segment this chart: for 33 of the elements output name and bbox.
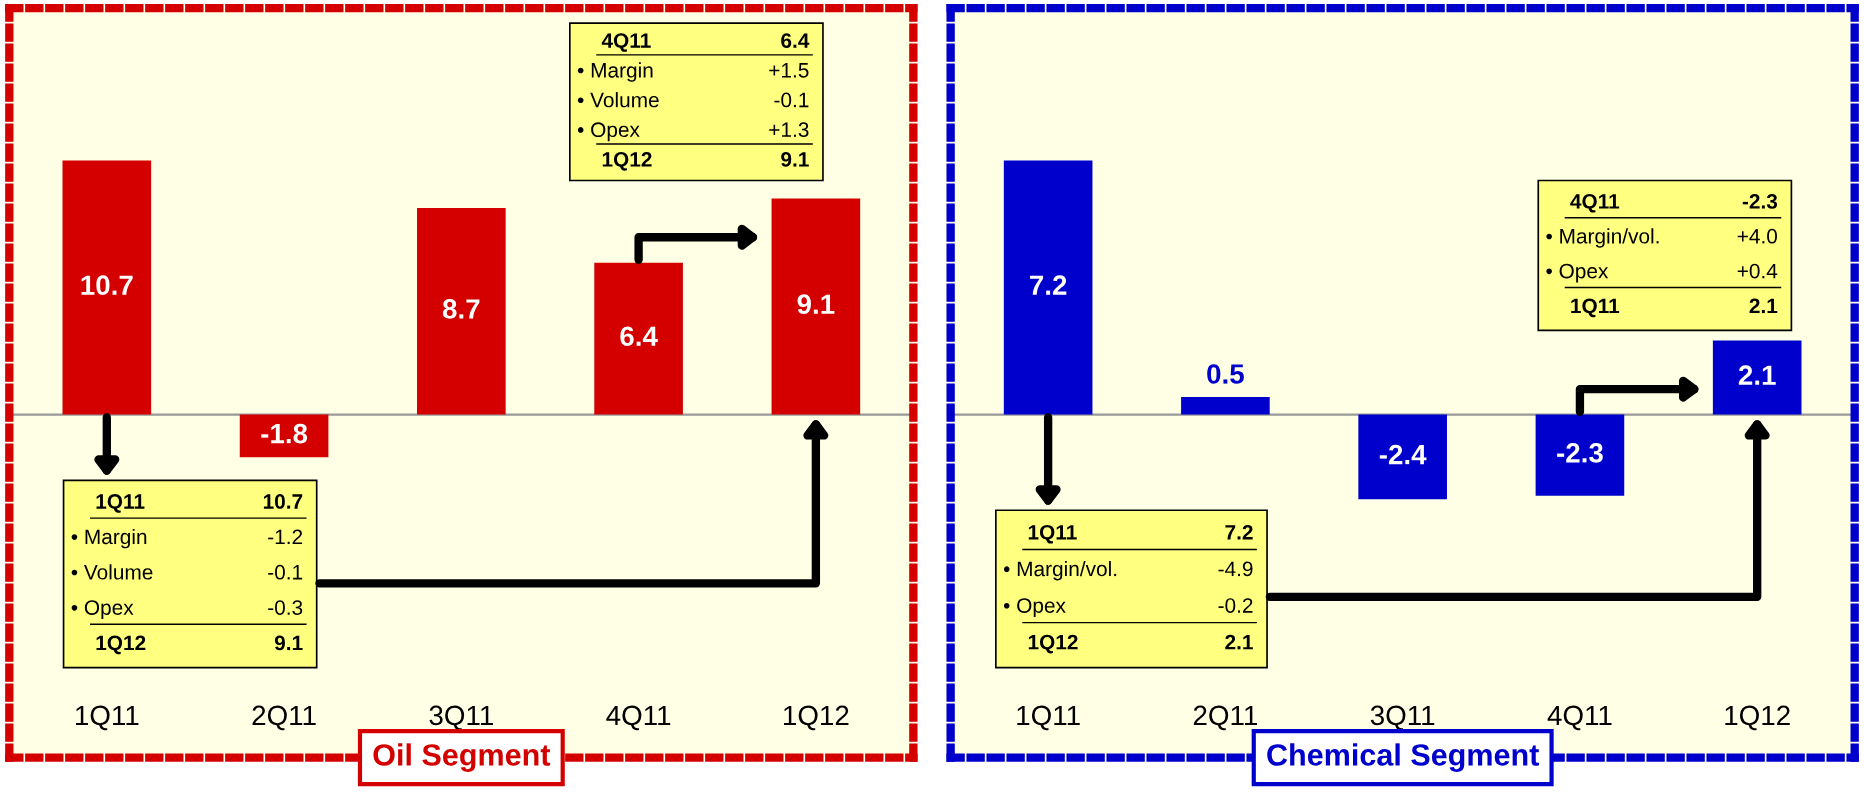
data-label: -1.8 [261,423,308,444]
x-tick-label: 1Q11 [75,705,139,731]
text: 4Q11 -2.3 • Margin/vol. +4.0 • Opex +0.4 1Q11 2.1 [1546,193,1778,318]
x-tick-label: 1Q12 [1725,705,1790,731]
bar [1358,414,1447,500]
data-label: 0.5 [1207,364,1244,384]
x-tick-label: 1Q11 [1017,705,1080,731]
bar [771,198,861,415]
text: 1Q11 7.2 • Margin/vol. -4.9 • Opex -0.2 1Q12 2.1 [1003,524,1253,654]
data-label: 10.7 [81,275,133,296]
x-tick-label: 2Q11 [252,705,316,731]
x-tick-label: 4Q11 [1547,705,1612,731]
data-label: 6.4 [620,326,658,347]
bar [62,160,152,415]
text: Oil Segment [373,743,551,772]
x-tick-label: 1Q12 [784,705,849,731]
text: Chemical Segment [1267,743,1539,772]
data-label: -2.3 [1557,442,1603,463]
x-tick-label: 2Q11 [1193,705,1257,731]
bar [1003,160,1093,415]
text: 1Q11 10.7 • Margin -1.2 • Volume -0.1 • Opex -0.3 1Q12 9.1 [71,494,303,655]
data-label: 7.2 [1030,275,1067,295]
x-tick-label: 4Q11 [606,705,671,731]
data-label: 8.7 [442,299,480,319]
bar [1712,340,1802,415]
bar [1181,396,1270,415]
data-label: 9.1 [797,294,835,315]
text: 4Q11 6.4 • Margin +1.5 • Volume -0.1 • Opex +1.3 1Q12 9.1 [577,33,810,171]
x-tick-label: 3Q11 [429,705,493,731]
bar [417,208,506,415]
data-label: 2.1 [1738,365,1776,385]
x-tick-label: 3Q11 [1370,705,1435,731]
data-label: -2.4 [1379,444,1427,465]
